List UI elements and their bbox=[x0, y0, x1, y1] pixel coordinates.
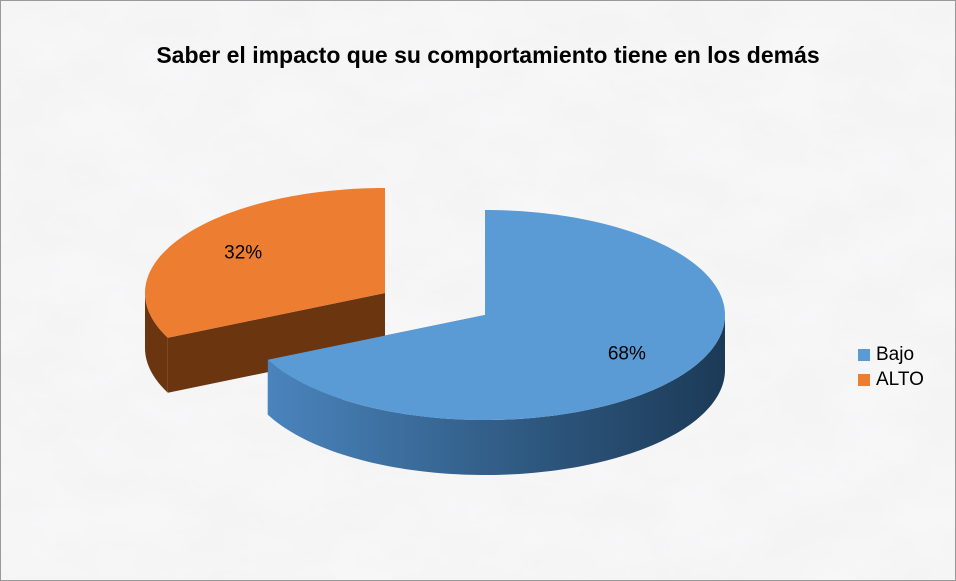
data-label: 32% bbox=[224, 243, 262, 264]
slice-side bbox=[267, 315, 725, 475]
legend-swatch bbox=[858, 374, 870, 386]
slice bbox=[267, 210, 725, 420]
slice bbox=[145, 188, 385, 338]
legend-label: ALTO bbox=[876, 369, 924, 390]
legend-swatch bbox=[858, 349, 870, 361]
data-label: 68% bbox=[608, 343, 646, 364]
legend-label: Bajo bbox=[876, 344, 914, 365]
chart-title: Saber el impacto que su comportamiento t… bbox=[156, 42, 820, 68]
slice-side bbox=[145, 293, 168, 393]
slice-face bbox=[167, 293, 385, 393]
